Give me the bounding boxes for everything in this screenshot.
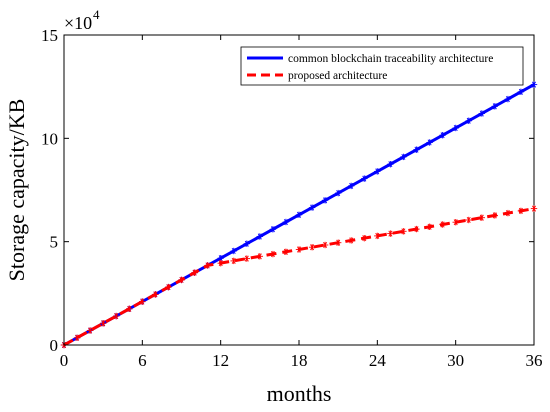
series-marker (400, 228, 407, 235)
series-layer (60, 81, 538, 349)
series-marker (308, 244, 316, 251)
plot-area (63, 34, 535, 346)
series-marker (73, 334, 81, 341)
x-tick-label: 18 (291, 351, 308, 370)
series-marker (243, 255, 250, 262)
series-marker (113, 312, 120, 320)
x-axis-label: months (267, 381, 332, 406)
series-marker (387, 161, 394, 168)
series-marker (426, 223, 433, 230)
series-marker (452, 219, 459, 226)
series-marker (256, 253, 263, 260)
series-marker (269, 250, 277, 258)
series-marker (348, 182, 355, 190)
series-marker (348, 237, 355, 244)
series-marker (139, 298, 146, 305)
series-marker (335, 189, 342, 197)
series-marker (282, 218, 290, 226)
series-marker (217, 260, 224, 267)
x-tick-label: 0 (60, 351, 69, 370)
series-marker (530, 81, 538, 88)
series-marker (295, 211, 303, 218)
series-marker (321, 241, 329, 249)
series-marker (530, 205, 538, 212)
series-marker (517, 88, 525, 95)
y-tick-label: 10 (41, 129, 58, 148)
series-marker (256, 233, 263, 240)
series-marker (491, 103, 498, 110)
series-marker (361, 175, 368, 182)
series-marker (152, 291, 159, 298)
x-tick-label: 24 (369, 351, 387, 370)
x-tick-label: 36 (526, 351, 543, 370)
series-marker (191, 269, 198, 276)
y-tick-label: 5 (50, 233, 59, 252)
series-marker (426, 139, 433, 146)
series-marker (100, 320, 107, 327)
series-markers-2 (60, 205, 538, 349)
series-marker (165, 283, 172, 291)
series-marker (374, 168, 381, 175)
legend-label-series-2: proposed architecture (288, 70, 387, 82)
series-marker (204, 262, 211, 269)
legend-box (240, 46, 524, 86)
series-marker (400, 153, 407, 161)
series-marker (465, 216, 472, 224)
series-marker (439, 221, 446, 228)
x-tick-label: 30 (447, 351, 464, 370)
series-marker (504, 95, 512, 103)
series-marker (504, 209, 512, 217)
series-marker (413, 225, 420, 233)
y-tick-label: 0 (50, 336, 59, 355)
series-marker (295, 246, 303, 253)
series-marker (387, 230, 394, 237)
series-marker (413, 146, 420, 153)
x-tick-label: 6 (138, 351, 147, 370)
series-marker (230, 247, 237, 255)
series-marker (321, 197, 329, 204)
axes-box (63, 34, 535, 346)
x-tick-label: 12 (212, 351, 229, 370)
series-marker (217, 255, 224, 262)
tick-layer: 0 6 12 18 24 30 36 0 5 10 15 (41, 26, 543, 370)
series-marker (308, 204, 316, 211)
series-marker (517, 207, 525, 215)
series-marker (282, 248, 290, 255)
series-2 (60, 205, 538, 349)
series-marker (361, 235, 368, 242)
series-marker (374, 232, 381, 240)
y-multiplier-base: ×10 (64, 13, 92, 33)
y-multiplier: ×10 4 (64, 7, 100, 33)
series-marker (478, 214, 485, 221)
y-tick-label: 15 (41, 26, 58, 45)
series-marker (243, 240, 250, 247)
series-marker (452, 124, 459, 132)
series-marker (335, 239, 342, 246)
series-marker (491, 212, 498, 219)
series-marker (230, 257, 237, 265)
y-multiplier-exponent: 4 (93, 7, 100, 22)
series-marker (126, 305, 133, 312)
series-marker (178, 276, 185, 284)
y-axis-label: Storage capacity/KB (4, 99, 29, 282)
legend-label-series-1: common blockchain traceability architect… (288, 53, 493, 65)
legend: common blockchain traceability architect… (240, 46, 524, 86)
series-marker (439, 132, 446, 139)
series-marker (465, 117, 472, 124)
series-marker (478, 110, 485, 117)
series-marker (269, 226, 277, 233)
series-marker (86, 327, 94, 334)
